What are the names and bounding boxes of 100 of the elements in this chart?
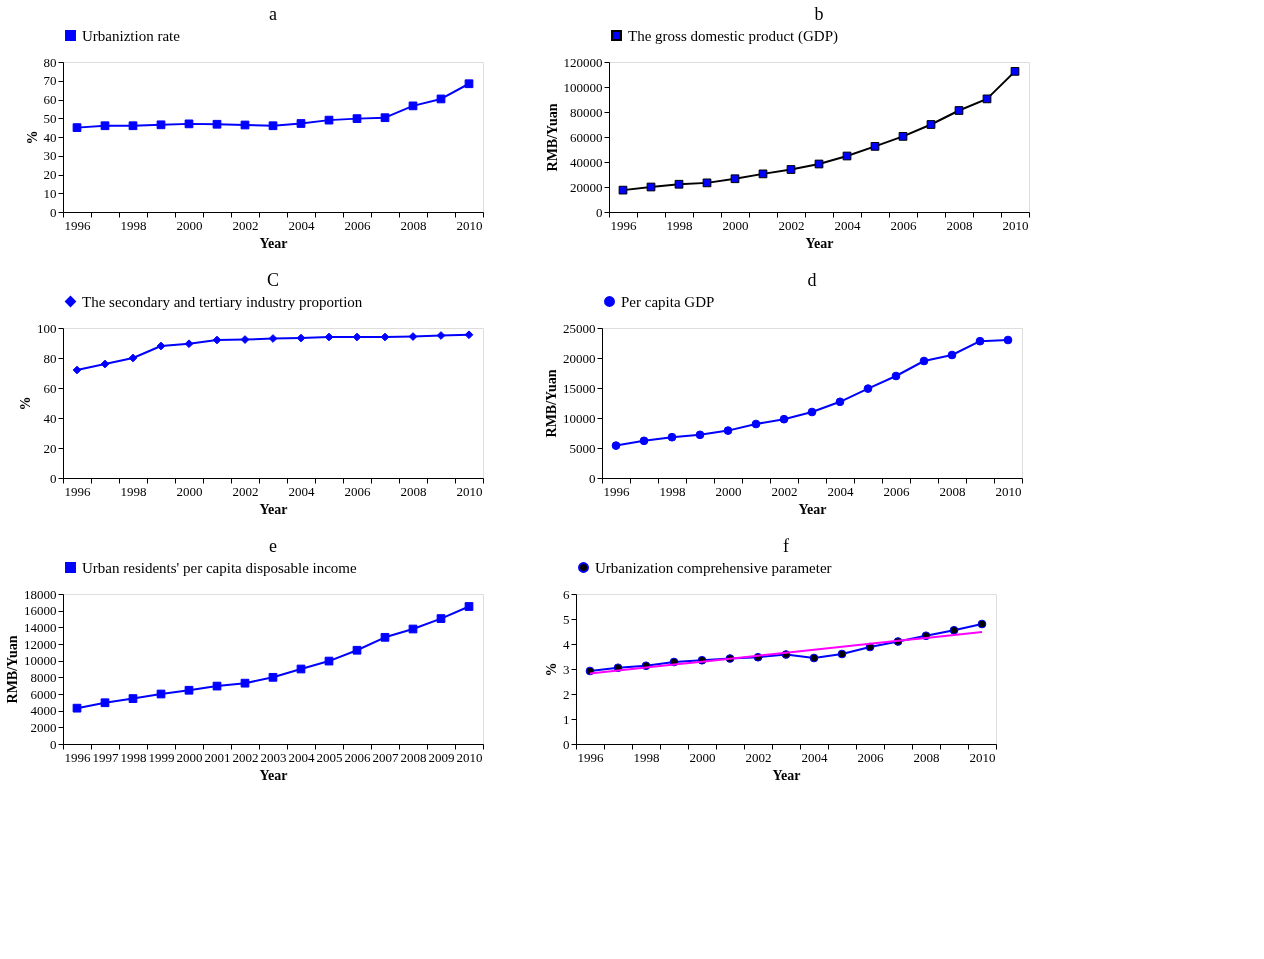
- x-tick-label: 2005: [316, 749, 343, 765]
- point: [268, 334, 278, 343]
- point: [702, 178, 712, 188]
- x-axis-title: Year: [805, 235, 834, 251]
- point: [352, 114, 362, 123]
- y-tick-label: 50: [43, 110, 57, 126]
- y-tick-label: 1: [563, 711, 570, 727]
- x-tick-label: 2010: [995, 483, 1022, 499]
- x-tick-label: 2006: [344, 749, 371, 765]
- point: [128, 121, 138, 131]
- point: [156, 689, 166, 699]
- point: [723, 426, 733, 435]
- y-tick-label: 12000: [24, 636, 57, 652]
- point: [240, 678, 250, 688]
- y-tick-label: 2000: [30, 719, 57, 735]
- point: [156, 120, 166, 130]
- point: [1003, 335, 1013, 345]
- x-tick-label: 2002: [778, 217, 805, 233]
- y-tick-label: 18000: [24, 586, 57, 602]
- x-tick-label: 2002: [232, 217, 259, 233]
- point: [128, 694, 138, 703]
- point: [268, 121, 278, 131]
- x-tick-label: 2004: [288, 217, 315, 233]
- x-tick-label: 1996: [610, 217, 637, 233]
- x-tick-label: 2002: [232, 749, 259, 765]
- point: [352, 645, 362, 655]
- y-tick-label: 0: [563, 736, 570, 752]
- x-tick-label: 1998: [666, 217, 693, 233]
- x-tick-label: 2006: [344, 217, 371, 233]
- x-tick-label: 1996: [603, 483, 630, 499]
- point: [72, 365, 82, 375]
- x-tick-label: 2002: [771, 483, 798, 499]
- point: [436, 331, 446, 340]
- y-tick-label: 0: [50, 204, 57, 220]
- y-tick-label: 6000: [30, 686, 57, 702]
- legend-label: Urbanization comprehensive parameter: [595, 559, 832, 576]
- point: [212, 119, 222, 129]
- y-tick-label: 30: [43, 148, 57, 164]
- y-tick-label: 3: [563, 661, 570, 677]
- y-tick-label: 4: [563, 636, 570, 652]
- y-tick-label: 0: [596, 204, 603, 220]
- x-tick-label: 1998: [659, 483, 686, 499]
- x-tick-label: 1998: [120, 749, 147, 765]
- y-tick-label: 20: [43, 167, 57, 182]
- point: [814, 159, 824, 169]
- y-tick-label: 60: [43, 380, 57, 396]
- x-tick-label: 2006: [883, 483, 910, 499]
- point: [758, 169, 768, 179]
- y-tick-label: 5: [563, 611, 570, 627]
- y-axis-title: %: [18, 396, 33, 411]
- y-axis-title: %: [24, 130, 40, 145]
- x-tick-label: 2006: [344, 483, 371, 499]
- point: [296, 664, 306, 674]
- point: [408, 101, 418, 111]
- x-tick-label: 2010: [456, 749, 483, 765]
- y-tick-label: 20000: [563, 350, 596, 366]
- y-axis-title: RMB/Yuan: [544, 103, 560, 172]
- point: [240, 335, 250, 344]
- y-tick-label: 4000: [30, 703, 57, 719]
- point: [436, 614, 446, 623]
- point: [380, 632, 390, 642]
- x-tick-label: 2010: [456, 483, 483, 499]
- y-tick-label: 40000: [570, 154, 603, 170]
- x-tick-label: 2002: [232, 483, 259, 499]
- y-axis-title: %: [544, 662, 559, 677]
- x-tick-label: 2001: [204, 749, 231, 765]
- y-tick-label: 60000: [570, 129, 603, 145]
- point: [842, 151, 852, 161]
- y-tick-label: 10000: [563, 410, 596, 426]
- chart-title: a: [269, 4, 277, 24]
- legend-label: Urban residents' per capita disposable income: [82, 559, 358, 576]
- x-tick-label: 2008: [400, 483, 427, 499]
- x-tick-label: 2008: [913, 749, 940, 765]
- point: [949, 625, 959, 635]
- x-tick-label: 2002: [745, 749, 772, 765]
- y-tick-label: 40: [43, 410, 57, 426]
- x-tick-label: 1996: [577, 749, 604, 765]
- point: [1010, 67, 1020, 76]
- point: [464, 79, 474, 89]
- y-tick-label: 0: [50, 470, 57, 486]
- x-tick-label: 1996: [64, 749, 91, 765]
- point: [618, 185, 628, 195]
- x-tick-label: 1998: [120, 483, 147, 499]
- point: [100, 698, 110, 708]
- point: [240, 120, 250, 130]
- x-tick-label: 2000: [722, 217, 749, 233]
- x-tick-label: 2008: [400, 217, 427, 233]
- x-tick-label: 2008: [939, 483, 966, 499]
- point: [100, 359, 110, 369]
- chart-title: e: [269, 536, 277, 556]
- point: [835, 397, 845, 407]
- x-tick-label: 2000: [176, 749, 203, 765]
- point: [947, 350, 957, 360]
- x-tick-label: 1997: [92, 749, 119, 765]
- x-tick-label: 2006: [890, 217, 917, 233]
- point: [212, 335, 222, 345]
- point: [436, 94, 446, 104]
- y-tick-label: 16000: [24, 603, 57, 619]
- point: [954, 106, 964, 115]
- point: [324, 115, 334, 125]
